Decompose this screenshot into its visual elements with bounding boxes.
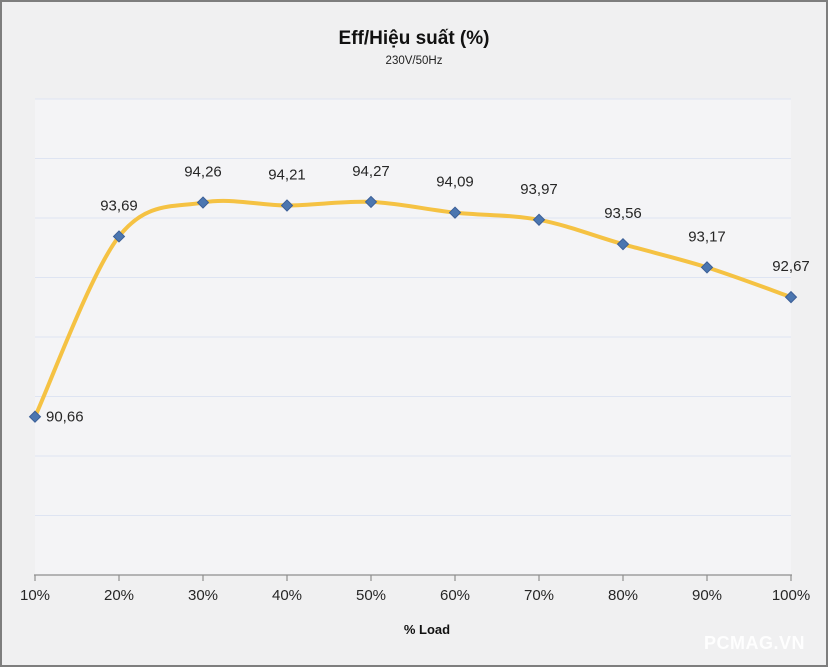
series-line <box>33 198 793 419</box>
x-tick-label: 20% <box>104 587 134 604</box>
data-label: 94,26 <box>184 164 222 181</box>
data-label: 94,21 <box>268 167 306 184</box>
data-point-marker <box>364 195 378 209</box>
chart-title: Eff/Hiệu suất (%) <box>338 28 490 49</box>
data-point-marker <box>616 237 630 251</box>
data-point-marker <box>28 410 42 423</box>
x-tick-label: 70% <box>524 587 554 604</box>
x-tick-label: 60% <box>440 587 470 604</box>
x-tick-label: 10% <box>20 587 50 604</box>
data-point-marker <box>280 199 294 212</box>
chart-subtitle: 230V/50Hz <box>385 55 443 67</box>
x-tick-label: 90% <box>692 587 722 604</box>
watermark: PCMAG.VN <box>703 633 805 653</box>
data-point-marker <box>784 290 798 304</box>
data-point-marker <box>196 196 210 209</box>
data-label: 93,17 <box>688 228 726 245</box>
data-point-marker <box>112 230 126 243</box>
data-label: 90,66 <box>46 409 84 426</box>
data-point-marker <box>700 261 714 274</box>
x-tick-label: 30% <box>188 587 218 604</box>
data-label: 93,56 <box>604 205 642 222</box>
data-label: 94,09 <box>436 174 474 191</box>
x-tick-label: 40% <box>272 587 302 604</box>
x-tick-label: 50% <box>356 587 386 604</box>
data-label: 93,97 <box>520 181 558 198</box>
x-tick-label: 100% <box>772 587 810 604</box>
data-label: 92,67 <box>772 258 810 275</box>
x-tick-label: 80% <box>608 587 638 604</box>
data-point-marker <box>532 213 546 226</box>
data-label: 93,69 <box>100 197 138 214</box>
x-axis-title: % Load <box>403 622 451 637</box>
data-label: 94,27 <box>352 163 390 180</box>
data-point-marker <box>448 206 462 219</box>
